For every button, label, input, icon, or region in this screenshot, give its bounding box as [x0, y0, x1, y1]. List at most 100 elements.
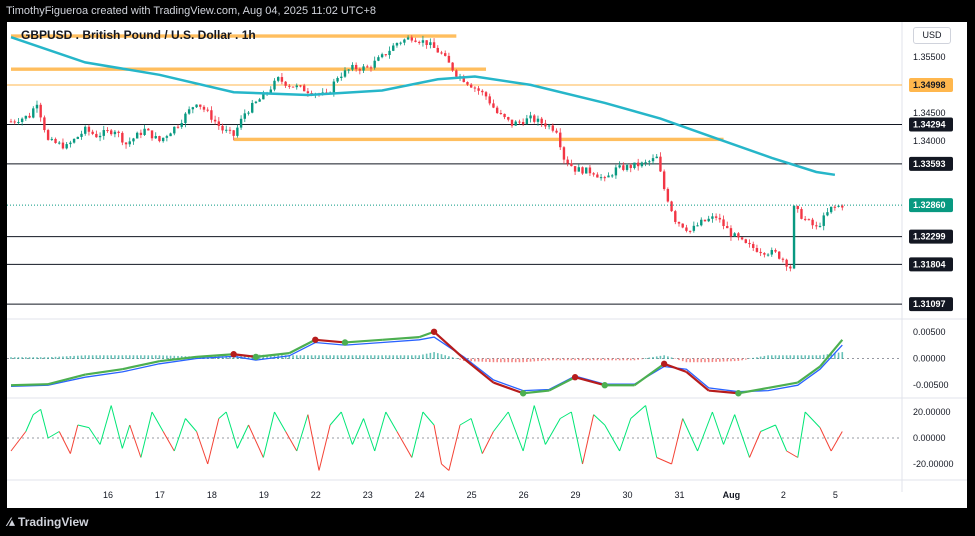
candle-body	[525, 118, 529, 125]
brand-name: TradingView	[18, 515, 89, 529]
histogram-bar	[685, 358, 688, 363]
momentum-line	[656, 457, 672, 465]
candle-body	[280, 77, 284, 82]
candle-body	[61, 142, 65, 149]
oscillator-tick-label: 0.00000	[913, 354, 946, 364]
candle-body	[358, 69, 362, 71]
candle-body	[180, 123, 183, 127]
momentum-line	[682, 418, 699, 452]
momentum-line	[604, 424, 621, 452]
candle-body	[792, 205, 796, 269]
wavetrend-line	[767, 381, 798, 389]
candle-body	[262, 93, 265, 100]
histogram-bar	[166, 355, 168, 359]
candle-body	[343, 70, 347, 77]
wavetrend-line	[288, 338, 316, 355]
histogram-bar	[811, 355, 814, 359]
candle-body	[700, 219, 703, 226]
histogram-bar	[745, 358, 747, 360]
wavetrend-line	[344, 338, 383, 344]
candle-body	[622, 165, 625, 170]
candle-body	[462, 76, 465, 83]
histogram-bar	[318, 355, 320, 359]
candle-body	[581, 167, 584, 174]
histogram-bar	[377, 355, 380, 359]
candle-body	[477, 88, 480, 91]
candle-body	[299, 85, 302, 87]
price-level-label: 1.32299	[913, 232, 946, 242]
time-tick-label: 25	[467, 490, 477, 500]
histogram-bar	[54, 356, 57, 359]
histogram-bar	[340, 355, 343, 359]
currency-button[interactable]: USD	[913, 27, 951, 44]
momentum-line	[162, 431, 175, 452]
histogram-bar	[533, 358, 536, 362]
histogram-bar	[726, 358, 729, 362]
candle-body	[277, 77, 280, 81]
wavetrend-line	[10, 383, 49, 387]
candle-body	[32, 108, 35, 118]
momentum-line	[77, 424, 90, 429]
histogram-bar	[793, 355, 795, 359]
chart-canvas[interactable]: 1.34998 1.34294 1.33593 1.32299 1.31804 1.310…	[7, 22, 967, 508]
histogram-bar	[700, 358, 703, 363]
candle-body	[833, 206, 837, 208]
candle-body	[444, 53, 447, 56]
histogram-bar	[626, 358, 628, 361]
wavetrend-line	[574, 376, 606, 387]
candle-body	[763, 253, 766, 255]
momentum-line	[207, 418, 220, 465]
wavetrend-line	[382, 336, 420, 341]
candle-body	[785, 259, 788, 267]
candle-body	[284, 81, 287, 86]
histogram-bar	[596, 358, 599, 361]
time-tick-label: 17	[155, 490, 165, 500]
histogram-bar	[544, 358, 547, 361]
chart-svg[interactable]: 1.34998 1.34294 1.33593 1.32299 1.31804 1.310…	[7, 22, 967, 508]
candle-body	[789, 266, 792, 269]
histogram-bar	[21, 357, 23, 359]
candle-body	[9, 121, 13, 123]
candle-body	[251, 102, 254, 113]
histogram-bar	[399, 355, 402, 359]
candle-body	[774, 250, 777, 252]
candle-body	[121, 132, 124, 143]
candle-body	[469, 84, 473, 88]
histogram-bar	[359, 355, 361, 359]
candle-body	[744, 239, 747, 243]
candle-body	[570, 163, 573, 167]
histogram-bar	[770, 355, 773, 359]
time-tick-label: Aug	[723, 490, 741, 500]
histogram-bar	[607, 358, 610, 361]
histogram-bar	[80, 355, 83, 359]
candle-body	[399, 42, 402, 44]
candle-body	[659, 156, 662, 172]
histogram-bar	[589, 358, 591, 361]
momentum-line	[433, 424, 442, 465]
histogram-bar	[641, 358, 643, 360]
candle-body	[733, 233, 736, 237]
wavetrend-line	[708, 389, 739, 395]
candle-body	[165, 136, 169, 138]
candle-body	[611, 175, 614, 177]
candle-body	[737, 233, 740, 238]
candle-body	[514, 121, 517, 126]
histogram-bar	[13, 357, 16, 359]
histogram-bar	[622, 358, 625, 361]
histogram-bar	[778, 355, 780, 359]
price-level-tag	[909, 117, 953, 132]
momentum-line	[749, 431, 762, 458]
histogram-bar	[578, 358, 580, 361]
histogram-bar	[548, 358, 550, 361]
candle-body	[481, 90, 484, 93]
histogram-bar	[678, 358, 680, 361]
candle-body	[366, 66, 369, 68]
histogram-bar	[314, 355, 317, 359]
histogram-bar	[385, 355, 387, 359]
wavetrend-line	[663, 362, 687, 373]
histogram-bar	[663, 355, 665, 359]
histogram-bar	[681, 358, 684, 362]
histogram-bar	[414, 355, 417, 359]
price-level-label: 1.31804	[913, 259, 946, 269]
candle-body	[273, 80, 276, 90]
